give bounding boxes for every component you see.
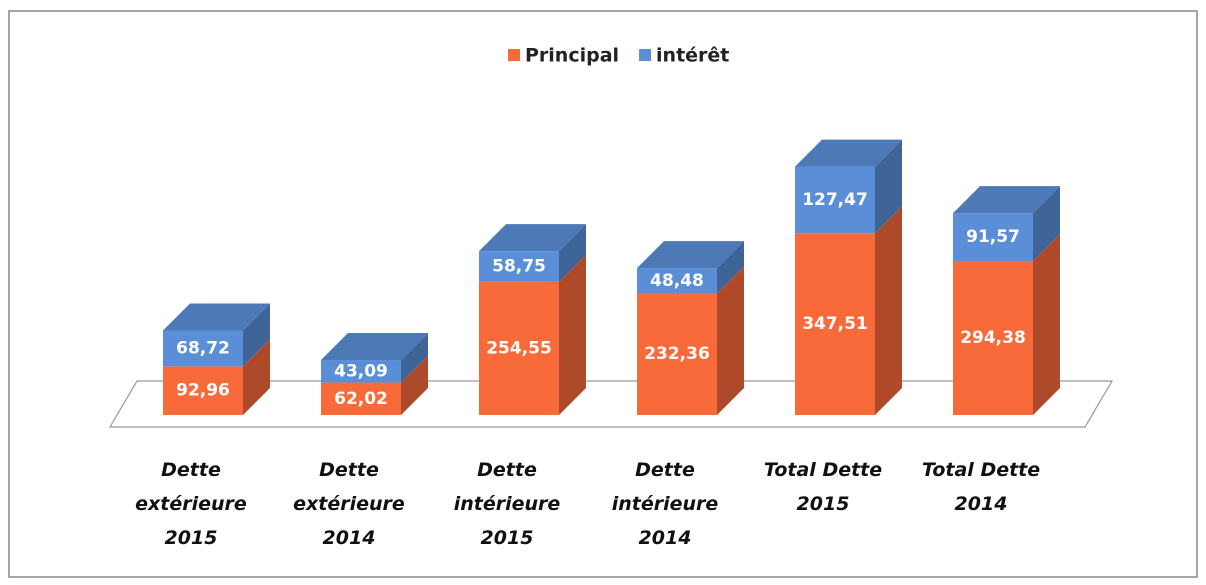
bar-segment [795,206,902,415]
bar-side [243,303,270,367]
x-tick-label-line: Dette [635,459,695,481]
x-tick-label-line: 2014 [323,527,376,549]
x-tick-label-line: 2014 [955,493,1008,515]
x-tick-label: Dette extérieure 2015 [135,459,247,549]
value-label: 127,47 [802,190,868,210]
x-tick-label-line: 2014 [639,527,692,549]
x-tick-label: Dette extérieure 2014 [293,459,405,549]
value-label: 68,72 [176,338,230,358]
bar-top [321,333,428,361]
x-tick-label-line: 2015 [797,493,850,515]
x-tick-label: Total Dette 2015 [764,459,882,515]
value-label: 254,55 [486,338,552,358]
bar-segment [953,186,1060,262]
value-label: 91,57 [966,227,1020,247]
bar-front [163,366,243,415]
bar-front [479,281,559,415]
legend-label: Principal [525,45,619,67]
bar-front [953,261,1033,415]
bar-side [243,339,270,415]
bar-side [1033,234,1060,415]
bar-segment [163,303,270,367]
bar-segment [321,355,428,415]
bar-front [637,268,717,294]
bar-segment [637,266,744,415]
x-tick-label: Dette intérieure 2014 [612,459,719,549]
value-label: 232,36 [644,344,710,364]
bar-segment [953,234,1060,415]
value-label: 294,38 [960,328,1026,348]
x-tick-label-line: 2015 [481,527,534,549]
legend-label: intérêt [656,45,729,67]
x-tick-label-line: intérieure [454,493,561,515]
bar-front [163,330,243,367]
x-tick-label-line: Dette [319,459,379,481]
bar-side [717,266,744,415]
bar-top [637,241,744,269]
bar-top [953,186,1060,214]
bar-side [1033,186,1060,262]
bar-segment [637,241,744,294]
bar-segment [795,139,902,234]
bar-side [559,254,586,415]
bar-front [795,233,875,415]
bar-segment [479,254,586,415]
bar-side [717,241,744,294]
bar-front [637,293,717,415]
bar-side [401,355,428,415]
bar-front [321,360,401,383]
bar-side [875,206,902,415]
bar-top [795,139,902,167]
legend-swatch [639,49,652,61]
bar-side [875,139,902,234]
bar-front [953,213,1033,262]
x-tick-label-line: Dette [477,459,537,481]
bar-side [401,333,428,383]
bar-top [163,303,270,331]
bar-front [479,251,559,282]
value-label: 62,02 [334,389,388,409]
x-tick-label: Dette intérieure 2015 [454,459,561,549]
x-tick-label-line: Dette [161,459,221,481]
x-tick-label-line: extérieure [135,493,247,515]
bar-front [321,382,401,415]
bar-front [795,166,875,234]
x-tick-label-line: Total Dette [922,459,1040,481]
legend-swatch [508,49,520,61]
value-label: 347,51 [802,314,868,334]
x-tick-label-line: extérieure [293,493,405,515]
x-tick-label-line: intérieure [612,493,719,515]
bar-top [479,224,586,252]
bar-segment [479,224,586,282]
x-tick-label-line: Total Dette [764,459,882,481]
value-label: 48,48 [650,271,704,291]
x-tick-label: Total Dette 2014 [922,459,1040,515]
bar-side [559,224,586,282]
value-label: 92,96 [176,381,230,401]
value-label: 58,75 [492,257,546,277]
value-label: 43,09 [334,361,388,381]
x-tick-label-line: 2015 [165,527,218,549]
bar-segment [163,339,270,415]
bar-segment [321,333,428,383]
